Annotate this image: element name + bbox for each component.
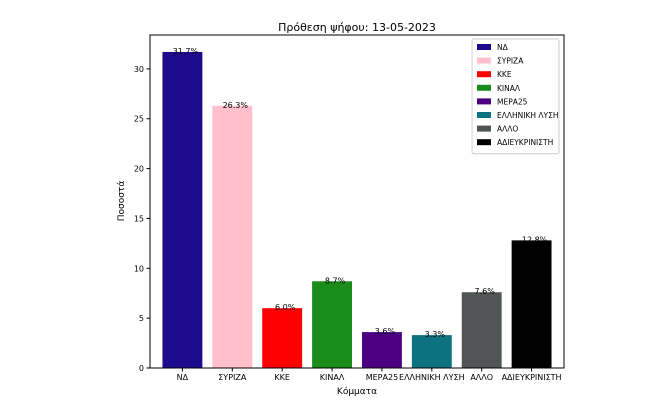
x-axis: ΝΔ ΣΥΡΙΖΑ ΚΚΕ ΚΙΝΑΛ ΜΕΡΑ25 ΕΛΛΗΝΙΚΗ ΛΥΣΗ ΑΛΛΟ Α… [177,368,562,382]
y-tick-label: 20 [134,165,144,174]
data-label: 3.6% [375,327,396,336]
legend-label: ΝΔ [497,43,509,52]
plot-frame [149,34,565,369]
legend-label: ΜΕΡΑ25 [497,97,528,106]
legend-swatch [477,57,491,64]
legend-swatch [477,125,491,132]
bar [511,240,552,368]
data-label: 12.8% [522,235,548,244]
legend-label: ΚΚΕ [497,70,512,79]
x-tick-label: ΚΙΝΑΛ [320,373,345,382]
x-tick-label: ΚΚΕ [274,373,290,382]
data-label: 31.7% [173,47,199,56]
y-tick-label: 15 [134,214,144,223]
data-label: 7.6% [475,287,496,296]
legend-swatch [477,112,491,118]
chart-title: Πρόθεση ψήφου: 13-05-2023 [278,21,436,34]
legend: ΝΔ ΣΥΡΙΖΑ ΚΚΕ ΚΙΝΑΛ ΜΕΡΑ25 ΕΛΛΗΝΙΚΗ ΛΥΣΗ ΑΛΛΟ Α… [471,38,560,155]
legend-box [471,38,560,155]
data-labels-group: 31.7% 26.3% 6.0% 8.7% 3.6% 3.3% 7.6% 12.8% [173,47,548,339]
legend-swatch [477,98,491,105]
x-tick-label: ΜΕΡΑ25 [366,373,398,382]
y-axis: 0 5 10 15 20 25 30 [134,65,150,373]
bar [361,332,402,368]
y-tick-label: 10 [134,264,144,273]
bars-group [162,51,552,369]
bar [461,292,502,368]
legend-label: ΕΛΛΗΝΙΚΗ ΛΥΣΗ [497,111,559,120]
legend-swatch [477,71,491,78]
legend-swatch [477,84,491,91]
y-tick-label: 0 [139,364,144,373]
y-tick-label: 30 [134,65,144,74]
bar [212,105,253,369]
data-label: 6.0% [275,303,296,312]
legend-label: ΑΔΙΕΥΚΡΙΝΙΣΤΗ [497,138,553,147]
legend-swatch [477,44,491,50]
data-label: 3.3% [425,330,446,339]
legend-label: ΣΥΡΙΖΑ [497,57,524,66]
y-tick-label: 25 [134,115,144,124]
legend-label: ΚΙΝΑΛ [497,84,521,93]
x-tick-label: ΑΛΛΟ [470,373,493,382]
x-tick-label: ΣΥΡΙΖΑ [218,373,247,382]
x-tick-label: ΑΔΙΕΥΚΡΙΝΙΣΤΗ [502,373,562,382]
x-tick-label: ΝΔ [177,373,189,382]
legend-label: ΑΛΛΟ [497,125,518,134]
bar [162,51,203,369]
legend-swatch [477,139,491,146]
x-tick-label: ΕΛΛΗΝΙΚΗ ΛΥΣΗ [399,373,465,382]
bar [312,281,353,368]
data-label: 26.3% [223,101,249,110]
y-tick-label: 5 [139,314,144,323]
bar [262,308,303,368]
bar [411,335,452,368]
x-axis-label: Κόμματα [337,386,377,397]
y-axis-label: Ποσοστά [117,181,127,222]
data-label: 8.7% [325,276,346,285]
